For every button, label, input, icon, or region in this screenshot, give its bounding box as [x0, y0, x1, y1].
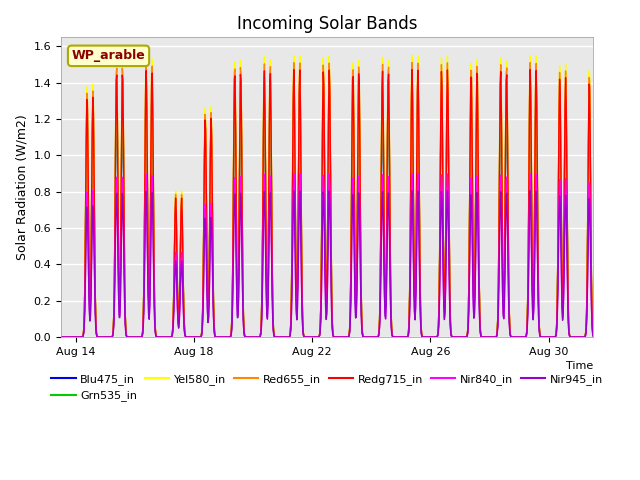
Nir840_in	[173, 303, 181, 309]
Nir945_in	[248, 334, 256, 340]
Red655_in	[401, 334, 409, 340]
Blu475_in	[514, 334, 522, 340]
Redg715_in	[57, 334, 65, 340]
Yel580_in	[173, 280, 181, 286]
Grn535_in	[312, 334, 319, 340]
Blu475_in	[57, 334, 65, 340]
Nir840_in	[514, 334, 522, 340]
Nir840_in	[248, 334, 256, 340]
Red655_in	[312, 334, 319, 340]
Text: Time: Time	[566, 361, 593, 371]
Red655_in	[57, 334, 65, 340]
Grn535_in	[173, 284, 181, 290]
Grn535_in	[381, 256, 388, 262]
Redg715_in	[381, 254, 388, 260]
Red655_in	[248, 334, 256, 340]
Grn535_in	[248, 334, 256, 340]
Line: Redg715_in: Redg715_in	[61, 70, 607, 337]
Nir840_in	[381, 285, 388, 291]
Blu475_in	[312, 334, 319, 340]
Grn535_in	[408, 74, 416, 80]
Nir945_in	[173, 306, 181, 312]
Nir840_in	[401, 334, 409, 340]
Nir945_in	[604, 334, 611, 340]
Yel580_in	[312, 334, 319, 340]
Yel580_in	[604, 334, 611, 340]
Yel580_in	[401, 334, 409, 340]
Redg715_in	[401, 334, 409, 340]
Nir840_in	[57, 334, 65, 340]
Nir945_in	[57, 334, 65, 340]
Grn535_in	[401, 334, 409, 340]
Nir945_in	[401, 334, 409, 340]
Red655_in	[604, 334, 611, 340]
Blu475_in	[408, 88, 416, 94]
Redg715_in	[312, 334, 319, 340]
Line: Grn535_in: Grn535_in	[61, 77, 607, 337]
Yel580_in	[57, 334, 65, 340]
Line: Nir840_in: Nir840_in	[61, 174, 607, 337]
Nir945_in	[381, 290, 388, 296]
Redg715_in	[408, 67, 416, 72]
Blu475_in	[604, 334, 611, 340]
Yel580_in	[514, 334, 522, 340]
Redg715_in	[173, 283, 181, 288]
Yel580_in	[408, 53, 416, 59]
Blu475_in	[381, 260, 388, 266]
Redg715_in	[514, 334, 522, 340]
Nir840_in	[604, 334, 611, 340]
Red655_in	[381, 252, 388, 257]
Redg715_in	[604, 334, 611, 340]
Red655_in	[173, 282, 181, 288]
Red655_in	[408, 60, 416, 65]
Grn535_in	[57, 334, 65, 340]
Nir945_in	[514, 334, 522, 340]
Y-axis label: Solar Radiation (W/m2): Solar Radiation (W/m2)	[15, 114, 28, 260]
Text: WP_arable: WP_arable	[72, 49, 145, 62]
Nir945_in	[312, 334, 319, 340]
Grn535_in	[514, 334, 522, 340]
Nir840_in	[408, 171, 416, 177]
Nir840_in	[312, 334, 319, 340]
Line: Yel580_in: Yel580_in	[61, 56, 607, 337]
Line: Red655_in: Red655_in	[61, 62, 607, 337]
Nir945_in	[408, 188, 416, 193]
Blu475_in	[401, 334, 409, 340]
Title: Incoming Solar Bands: Incoming Solar Bands	[237, 15, 417, 33]
Blu475_in	[173, 287, 181, 293]
Grn535_in	[604, 334, 611, 340]
Line: Blu475_in: Blu475_in	[61, 91, 607, 337]
Red655_in	[514, 334, 522, 340]
Redg715_in	[248, 334, 256, 340]
Legend: Blu475_in, Grn535_in, Yel580_in, Red655_in, Redg715_in, Nir840_in, Nir945_in: Blu475_in, Grn535_in, Yel580_in, Red655_…	[47, 370, 607, 406]
Line: Nir945_in: Nir945_in	[61, 191, 607, 337]
Blu475_in	[248, 334, 256, 340]
Yel580_in	[381, 250, 388, 255]
Yel580_in	[248, 334, 256, 340]
